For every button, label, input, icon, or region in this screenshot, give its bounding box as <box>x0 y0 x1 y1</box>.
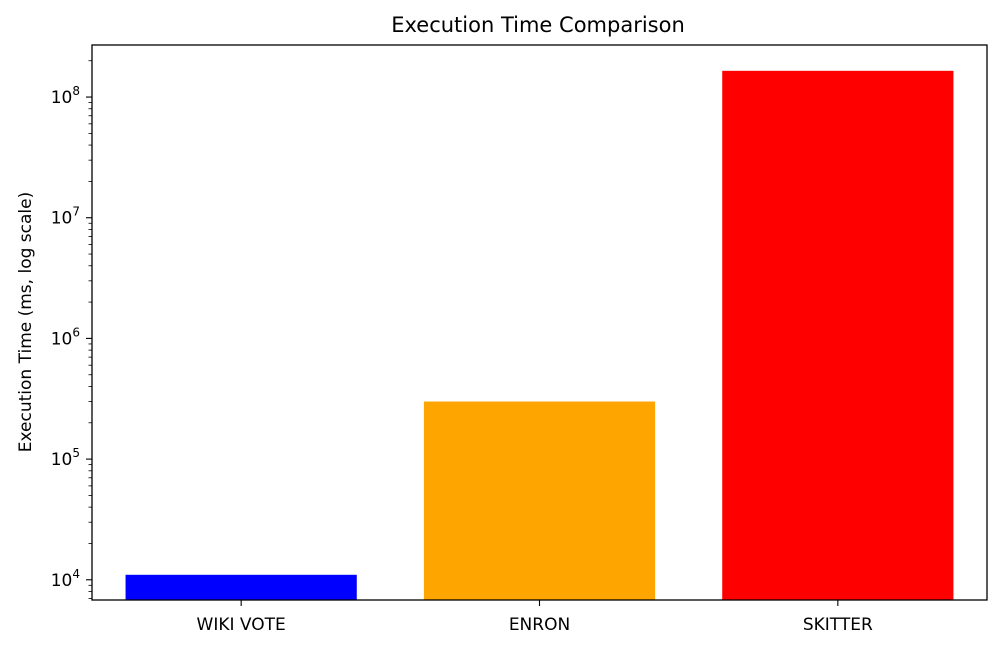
y-axis-label: Execution Time (ms, log scale) <box>16 192 36 452</box>
bars-layer <box>125 70 954 600</box>
x-axis-ticks: WIKI VOTE ENRON SKITTER <box>197 600 873 635</box>
chart-title: Execution Time Comparison <box>391 13 685 37</box>
bar-skitter <box>722 70 954 600</box>
plot-area-frame <box>91 44 988 601</box>
y-tick-label: 106 <box>51 325 80 349</box>
bar-enron <box>423 401 656 600</box>
x-tick-label: ENRON <box>509 615 570 635</box>
y-axis-ticks: 104 105 106 107 108 <box>51 60 92 599</box>
y-tick-label: 107 <box>51 205 80 229</box>
x-tick-label: WIKI VOTE <box>197 615 286 635</box>
x-tick-label: SKITTER <box>803 615 873 635</box>
y-tick-label: 108 <box>51 84 80 108</box>
y-tick-label: 104 <box>51 567 80 591</box>
y-tick-label: 105 <box>51 446 80 470</box>
bar-wiki-vote <box>125 574 357 600</box>
